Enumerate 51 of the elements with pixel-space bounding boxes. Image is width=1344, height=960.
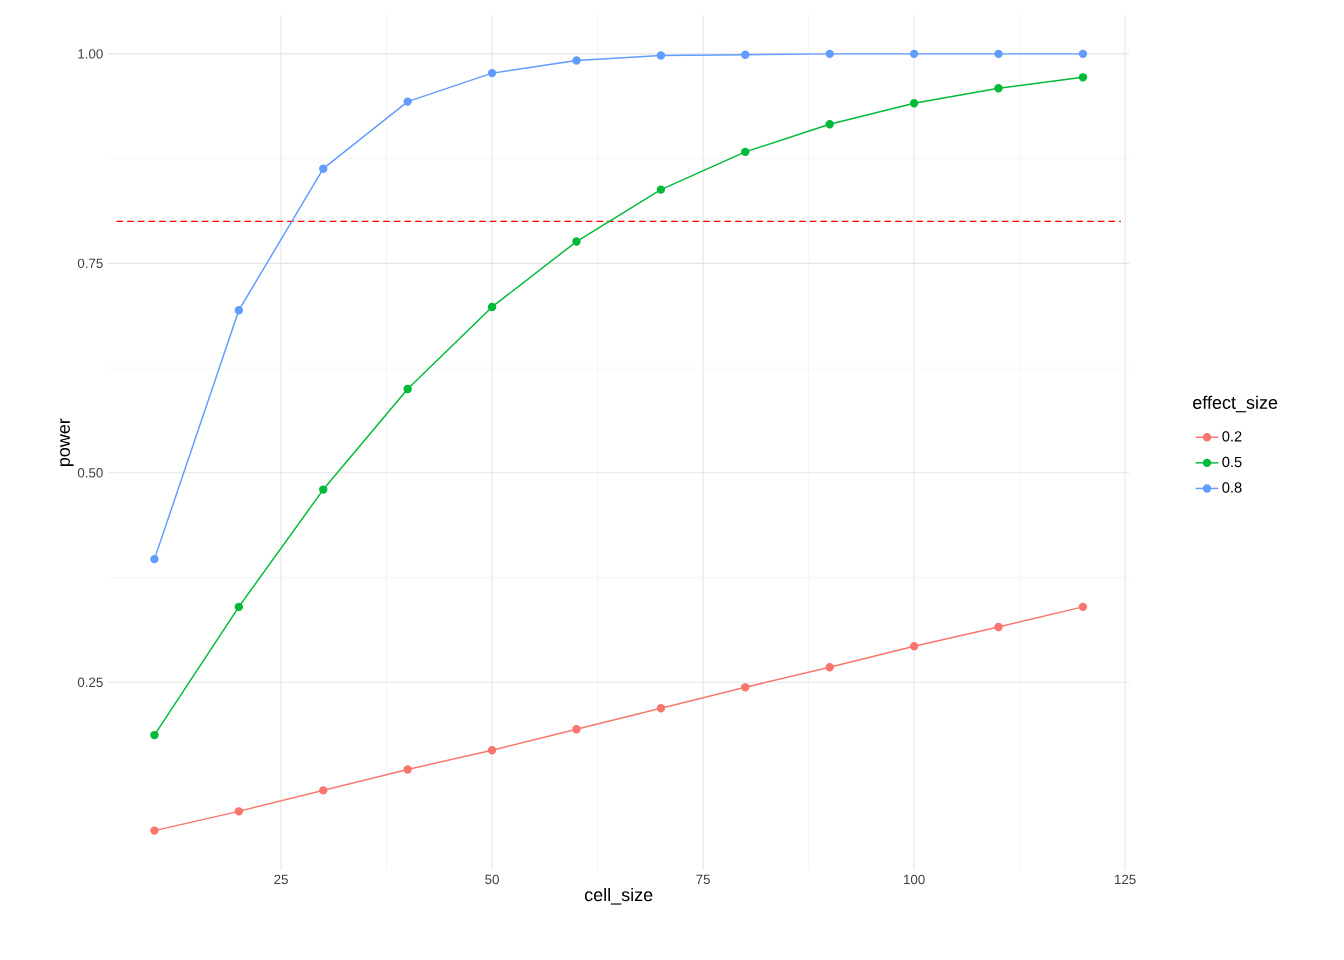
legend-label: 0.5 — [1222, 456, 1242, 468]
x-tick-label: 100 — [904, 874, 925, 885]
point — [1078, 49, 1088, 59]
point — [994, 84, 1003, 93]
point — [909, 642, 919, 651]
point — [1078, 602, 1088, 612]
point — [403, 765, 412, 774]
point — [572, 56, 581, 65]
point — [234, 602, 244, 612]
point — [656, 185, 666, 194]
point — [319, 164, 328, 173]
point — [234, 807, 244, 816]
point — [572, 237, 581, 246]
point — [741, 683, 750, 692]
y-tick-label: 1.00 — [78, 49, 103, 59]
point — [487, 302, 497, 312]
point — [150, 730, 159, 740]
point — [909, 49, 919, 59]
point — [909, 99, 919, 108]
point — [994, 622, 1003, 632]
point — [741, 147, 750, 157]
y-tick-label: 0.50 — [77, 468, 103, 478]
point — [656, 51, 666, 60]
point — [1078, 73, 1088, 82]
x-tick-label: 50 — [485, 874, 499, 885]
point — [487, 745, 497, 755]
point — [403, 384, 412, 394]
point — [319, 485, 328, 494]
point — [487, 68, 497, 78]
x-axis-title: cell_size — [584, 887, 653, 905]
legend-label: 0.2 — [1222, 431, 1242, 442]
point — [825, 49, 834, 59]
point — [825, 663, 834, 672]
point — [572, 725, 581, 734]
point — [825, 120, 834, 129]
point — [994, 49, 1003, 59]
y-axis-title: power — [60, 418, 74, 467]
x-tick-label: 25 — [274, 874, 288, 885]
y-tick-label: 0.25 — [77, 677, 103, 688]
point — [234, 306, 244, 315]
point — [403, 97, 412, 106]
point — [150, 554, 159, 564]
x-tick-label: 125 — [1115, 874, 1136, 885]
y-tick-label: 0.75 — [77, 258, 103, 269]
legend-label: 0.8 — [1222, 482, 1242, 493]
x-tick-label: 75 — [696, 874, 710, 885]
point — [656, 704, 666, 713]
point — [150, 826, 159, 835]
point — [741, 50, 750, 59]
legend-title: effect_size — [1193, 395, 1278, 413]
point — [319, 786, 328, 795]
